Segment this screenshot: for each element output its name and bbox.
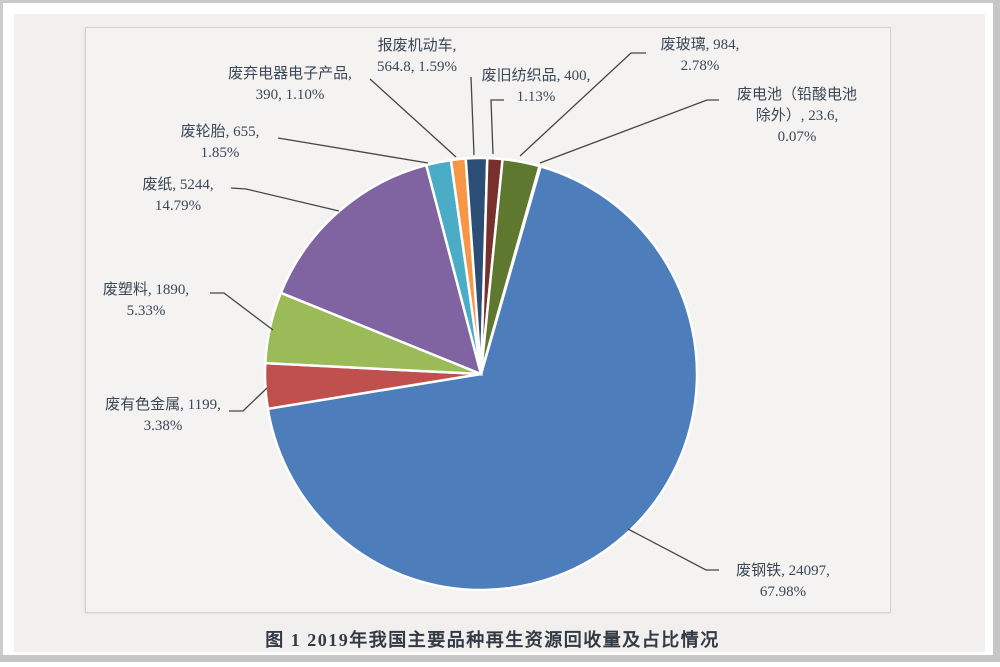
leader-line-glass	[519, 52, 646, 157]
pie-label-textiles: 废旧纺织品, 400, 1.13%	[482, 66, 591, 108]
pie-label-paper: 废纸, 5244, 14.79%	[142, 175, 213, 217]
label-line: 67.98%	[759, 584, 807, 600]
window-border-bottom	[0, 655, 1000, 662]
pie-label-tires: 废轮胎, 655, 1.85%	[181, 122, 260, 164]
leader-line-textiles	[490, 99, 504, 155]
window-border-left	[0, 0, 3, 662]
label-line: 0.07%	[777, 129, 817, 145]
label-line: 废旧纺织品, 400,	[481, 68, 591, 84]
label-line: 564.8, 1.59%	[377, 59, 457, 75]
label-line: 5.33%	[126, 303, 166, 319]
leader-line-e-waste	[369, 78, 457, 158]
label-line: 14.79%	[154, 198, 202, 214]
pie-label-e-waste: 废弃电器电子产品, 390, 1.10%	[228, 64, 352, 106]
label-line: 废玻璃, 984,	[660, 37, 740, 53]
leader-line-scrap-steel	[627, 528, 719, 571]
label-line: 除外）, 23.6,	[755, 108, 839, 124]
leader-line-scrapped-vehicles	[470, 76, 475, 156]
label-line: 1.13%	[516, 89, 556, 105]
pie-label-scrapped-vehicles: 报废机动车, 564.8, 1.59%	[377, 36, 457, 78]
pie-label-nonferrous-metal: 废有色金属, 1199, 3.38%	[105, 395, 221, 437]
leader-line-plastic	[210, 292, 274, 331]
window-border-right	[993, 0, 1000, 662]
window-border-top	[0, 0, 1000, 3]
label-line: 废塑料, 1890,	[102, 282, 190, 298]
label-line: 3.38%	[143, 418, 183, 434]
pie-slice-batteries-excl-lead-acid	[479, 164, 543, 375]
pie-label-glass: 废玻璃, 984, 2.78%	[661, 35, 740, 77]
label-line: 报废机动车,	[377, 38, 457, 54]
label-line: 废轮胎, 655,	[180, 124, 260, 140]
label-line: 废纸, 5244,	[142, 177, 214, 193]
leader-line-batteries-excl-lead-acid	[539, 99, 719, 164]
label-line: 废钢铁, 24097,	[736, 563, 830, 579]
leader-line-nonferrous-metal	[229, 387, 268, 412]
figure-caption: 图 1 2019年我国主要品种再生资源回收量及占比情况	[265, 630, 720, 650]
label-line: 废有色金属, 1199,	[105, 397, 221, 413]
leader-line-paper	[230, 187, 340, 212]
pie-label-batteries: 废电池（铅酸电池 除外）, 23.6, 0.07%	[737, 85, 857, 148]
label-line: 废弃电器电子产品,	[228, 66, 352, 82]
pie-label-plastic: 废塑料, 1890, 5.33%	[103, 280, 189, 322]
pie-slice-scrap-steel	[266, 164, 699, 592]
label-line: 2.78%	[680, 58, 720, 74]
label-line: 390, 1.10%	[255, 87, 325, 103]
pie-label-scrap-steel: 废钢铁, 24097, 67.98%	[736, 561, 830, 603]
pie-slice-paper	[279, 163, 483, 377]
label-line: 废电池（铅酸电池	[736, 87, 858, 103]
leader-line-tires	[277, 137, 429, 164]
label-line: 1.85%	[200, 145, 240, 161]
